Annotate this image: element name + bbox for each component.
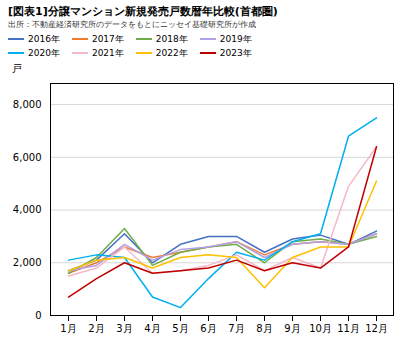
svg-text:0: 0: [35, 310, 41, 321]
svg-text:4月: 4月: [144, 323, 160, 334]
svg-text:7月: 7月: [228, 323, 244, 334]
svg-text:1月: 1月: [60, 323, 76, 334]
svg-text:5月: 5月: [172, 323, 188, 334]
html-text:[図表1]分譲マンション新規発売戸数暦年比較(首都圏): [図表1]分譲マンション新規発売戸数暦年比較(首都圏): [8, 5, 278, 18]
html-text:2023年: 2023年: [219, 48, 252, 58]
html-text:2017年: 2017年: [91, 34, 124, 44]
svg-text:2,000: 2,000: [13, 257, 42, 268]
svg-text:6,000: 6,000: [13, 152, 42, 163]
html-text:2019年: 2019年: [219, 34, 252, 44]
html-text:2020年: 2020年: [28, 48, 60, 58]
svg-text:8月: 8月: [256, 323, 272, 334]
svg-text:戸: 戸: [12, 63, 22, 74]
svg-text:4,000: 4,000: [13, 204, 42, 215]
html-text:2022年: 2022年: [155, 48, 188, 58]
html-text:2016年: 2016年: [28, 34, 60, 44]
svg-text:12月: 12月: [365, 323, 388, 334]
svg-text:2月: 2月: [88, 323, 104, 334]
svg-text:9月: 9月: [284, 323, 300, 334]
svg-text:6月: 6月: [200, 323, 216, 334]
html-text:2018年: 2018年: [155, 34, 188, 44]
html-text:出所：不動産経済研究所のデータをもとにニッセイ基礎研究所が作: 出所：不動産経済研究所のデータをもとにニッセイ基礎研究所が作成: [8, 20, 256, 29]
svg-text:11月: 11月: [337, 323, 360, 334]
svg-text:10月: 10月: [309, 323, 332, 334]
html-text:2021年: 2021年: [91, 48, 124, 58]
svg-text:8,000: 8,000: [13, 99, 42, 110]
svg-text:3月: 3月: [116, 323, 132, 334]
